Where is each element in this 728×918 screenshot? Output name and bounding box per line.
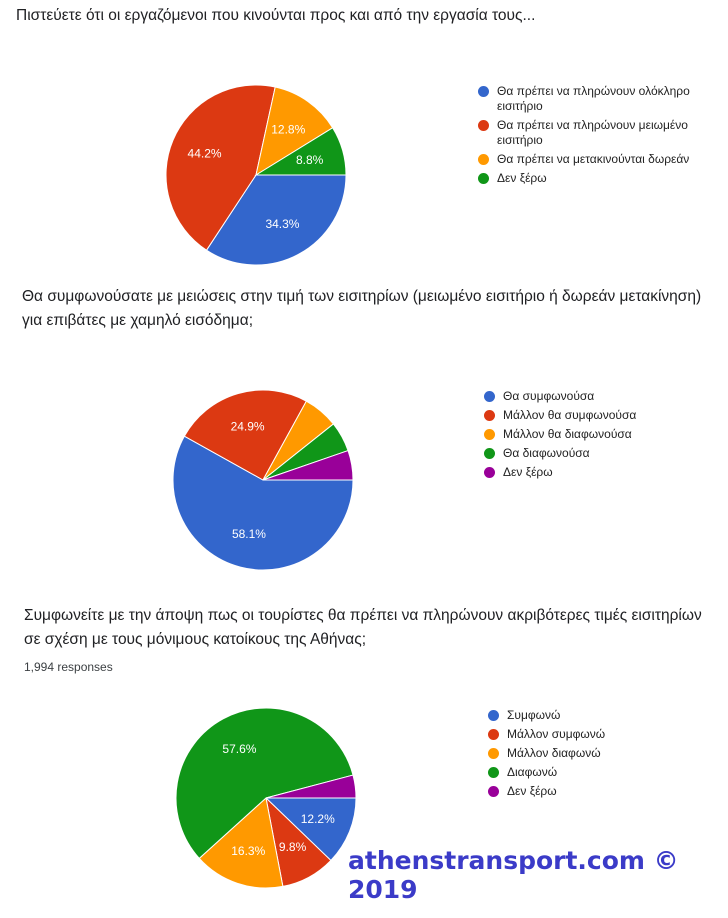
chart2-data-label-2: 24.9% [231,419,265,433]
responses-count: 1,994 responses [24,660,113,674]
legend-swatch [478,120,489,131]
legend-item: Δεν ξέρω [478,171,698,186]
chart1-data-label-2: 44.2% [188,146,222,160]
chart2-slice-2 [183,389,308,481]
legend-item: Θα πρέπει να μετακινούνται δωρεάν [478,152,698,167]
legend-item: Μάλλον θα διαφωνούσα [484,427,704,442]
legend-swatch [488,729,499,740]
chart2-slice-5 [262,449,354,481]
legend-item: Θα πρέπει να πληρώνουν μειωμένο εισιτήρι… [478,118,698,148]
legend-swatch [478,86,489,97]
legend-item: Δεν ξέρω [488,784,708,799]
legend-swatch [478,173,489,184]
legend-item: Θα διαφωνούσα [484,446,704,461]
chart2-slice-1 [172,435,354,571]
legend-label: Θα πρέπει να πληρώνουν ολόκληρο εισιτήρι… [497,84,690,113]
chart3-data-label-1: 12.2% [301,812,335,826]
legend-label: Θα διαφωνούσα [503,446,590,460]
chart1-slice-3 [255,86,334,177]
legend-label: Συμφωνώ [507,708,561,722]
legend-item: Μάλλον διαφωνώ [488,746,708,761]
legend-swatch [484,467,495,478]
legend-item: Διαφωνώ [488,765,708,780]
legend-label: Μάλλον θα διαφωνούσα [503,427,632,441]
legend-swatch [488,767,499,778]
legend-label: Διαφωνώ [507,765,558,779]
legend-item: Μάλλον συμφωνώ [488,727,708,742]
chart1-title: Πιστεύετε ότι οι εργαζόμενοι που κινούντ… [16,7,536,24]
chart1-data-label-4: 8.8% [296,153,324,167]
chart2-legend: Θα συμφωνούσα Μάλλον θα συμφωνούσα Μάλλον … [484,389,704,484]
legend-label: Μάλλον συμφωνώ [507,727,606,741]
legend-label: Μάλλον θα συμφωνούσα [503,408,637,422]
chart3-data-label-2: 9.8% [279,840,307,854]
chart3-title: Συμφωνείτε με την άποψη πως οι τουρίστες… [24,607,702,648]
chart3-data-label-3: 16.3% [231,844,265,858]
legend-swatch [484,391,495,402]
chart3-slice-1 [264,797,357,862]
legend-swatch [478,154,489,165]
chart1-slice-2 [165,84,276,251]
legend-swatch [484,429,495,440]
legend-swatch [484,448,495,459]
chart1-slice-4 [254,127,347,176]
chart1-data-label-3: 12.8% [271,122,305,136]
chart2-title: Θα συμφωνούσατε με μειώσεις στην τιμή τω… [22,288,702,329]
chart2-data-label-1: 58.1% [232,527,266,541]
chart3-slice-4 [175,707,354,860]
legend-item: Συμφωνώ [488,708,708,723]
chart3-slice-3 [198,797,284,889]
chart1-legend: Θα πρέπει να πληρώνουν ολόκληρο εισιτήρι… [478,84,698,190]
legend-item: Μάλλον θα συμφωνούσα [484,408,704,423]
legend-swatch [484,410,495,421]
legend-swatch [488,786,499,797]
legend-item: Δεν ξέρω [484,465,704,480]
legend-label: Μάλλον διαφωνώ [507,746,601,760]
watermark: athenstransport.com © 2019 [348,846,679,904]
legend-swatch [488,748,499,759]
legend-label: Δεν ξέρω [497,171,547,185]
legend-swatch [488,710,499,721]
legend-label: Θα συμφωνούσα [503,389,595,403]
chart1-data-label-1: 34.3% [265,217,299,231]
legend-label: Δεν ξέρω [503,465,553,479]
legend-label: Δεν ξέρω [507,784,557,798]
chart3-slice-5 [265,774,357,799]
legend-item: Θα πρέπει να πληρώνουν ολόκληρο εισιτήρι… [478,84,698,114]
legend-item: Θα συμφωνούσα [484,389,704,404]
legend-label: Θα πρέπει να πληρώνουν μειωμένο εισιτήρι… [497,118,688,147]
chart3-legend: Συμφωνώ Μάλλον συμφωνώ Μάλλον διαφωνώ Διαφω… [488,708,708,803]
legend-label: Θα πρέπει να μετακινούνται δωρεάν [497,152,690,166]
chart3-data-label-4: 57.6% [222,742,256,756]
